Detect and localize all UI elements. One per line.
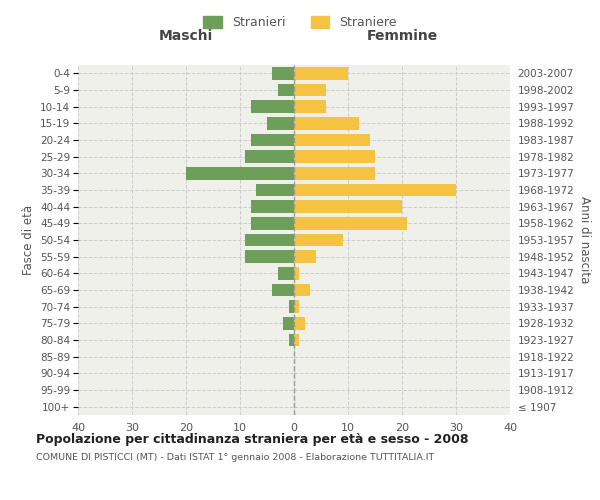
Bar <box>294 334 299 346</box>
Bar <box>294 134 370 146</box>
Bar <box>272 67 294 80</box>
Bar <box>294 284 310 296</box>
Bar <box>245 250 294 263</box>
Bar <box>245 234 294 246</box>
Bar <box>294 67 348 80</box>
Y-axis label: Fasce di età: Fasce di età <box>22 205 35 275</box>
Bar <box>294 267 299 280</box>
Bar <box>294 300 299 313</box>
Bar <box>267 117 294 130</box>
Bar <box>294 117 359 130</box>
Bar <box>283 317 294 330</box>
Bar <box>294 317 305 330</box>
Bar <box>245 150 294 163</box>
Bar <box>278 84 294 96</box>
Bar <box>294 84 326 96</box>
Bar <box>251 217 294 230</box>
Bar <box>289 334 294 346</box>
Bar <box>294 217 407 230</box>
Bar <box>294 250 316 263</box>
Bar <box>272 284 294 296</box>
Text: Femmine: Femmine <box>367 28 437 42</box>
Legend: Stranieri, Straniere: Stranieri, Straniere <box>198 11 402 34</box>
Bar <box>294 200 402 213</box>
Bar <box>251 100 294 113</box>
Bar <box>251 200 294 213</box>
Bar <box>256 184 294 196</box>
Bar <box>294 100 326 113</box>
Text: COMUNE DI PISTICCI (MT) - Dati ISTAT 1° gennaio 2008 - Elaborazione TUTTITALIA.I: COMUNE DI PISTICCI (MT) - Dati ISTAT 1° … <box>36 452 434 462</box>
Bar <box>251 134 294 146</box>
Text: Popolazione per cittadinanza straniera per età e sesso - 2008: Popolazione per cittadinanza straniera p… <box>36 432 469 446</box>
Bar <box>186 167 294 179</box>
Text: Maschi: Maschi <box>159 28 213 42</box>
Bar <box>294 167 375 179</box>
Bar <box>289 300 294 313</box>
Bar <box>294 184 456 196</box>
Bar <box>294 234 343 246</box>
Bar <box>278 267 294 280</box>
Y-axis label: Anni di nascita: Anni di nascita <box>578 196 591 284</box>
Bar <box>294 150 375 163</box>
